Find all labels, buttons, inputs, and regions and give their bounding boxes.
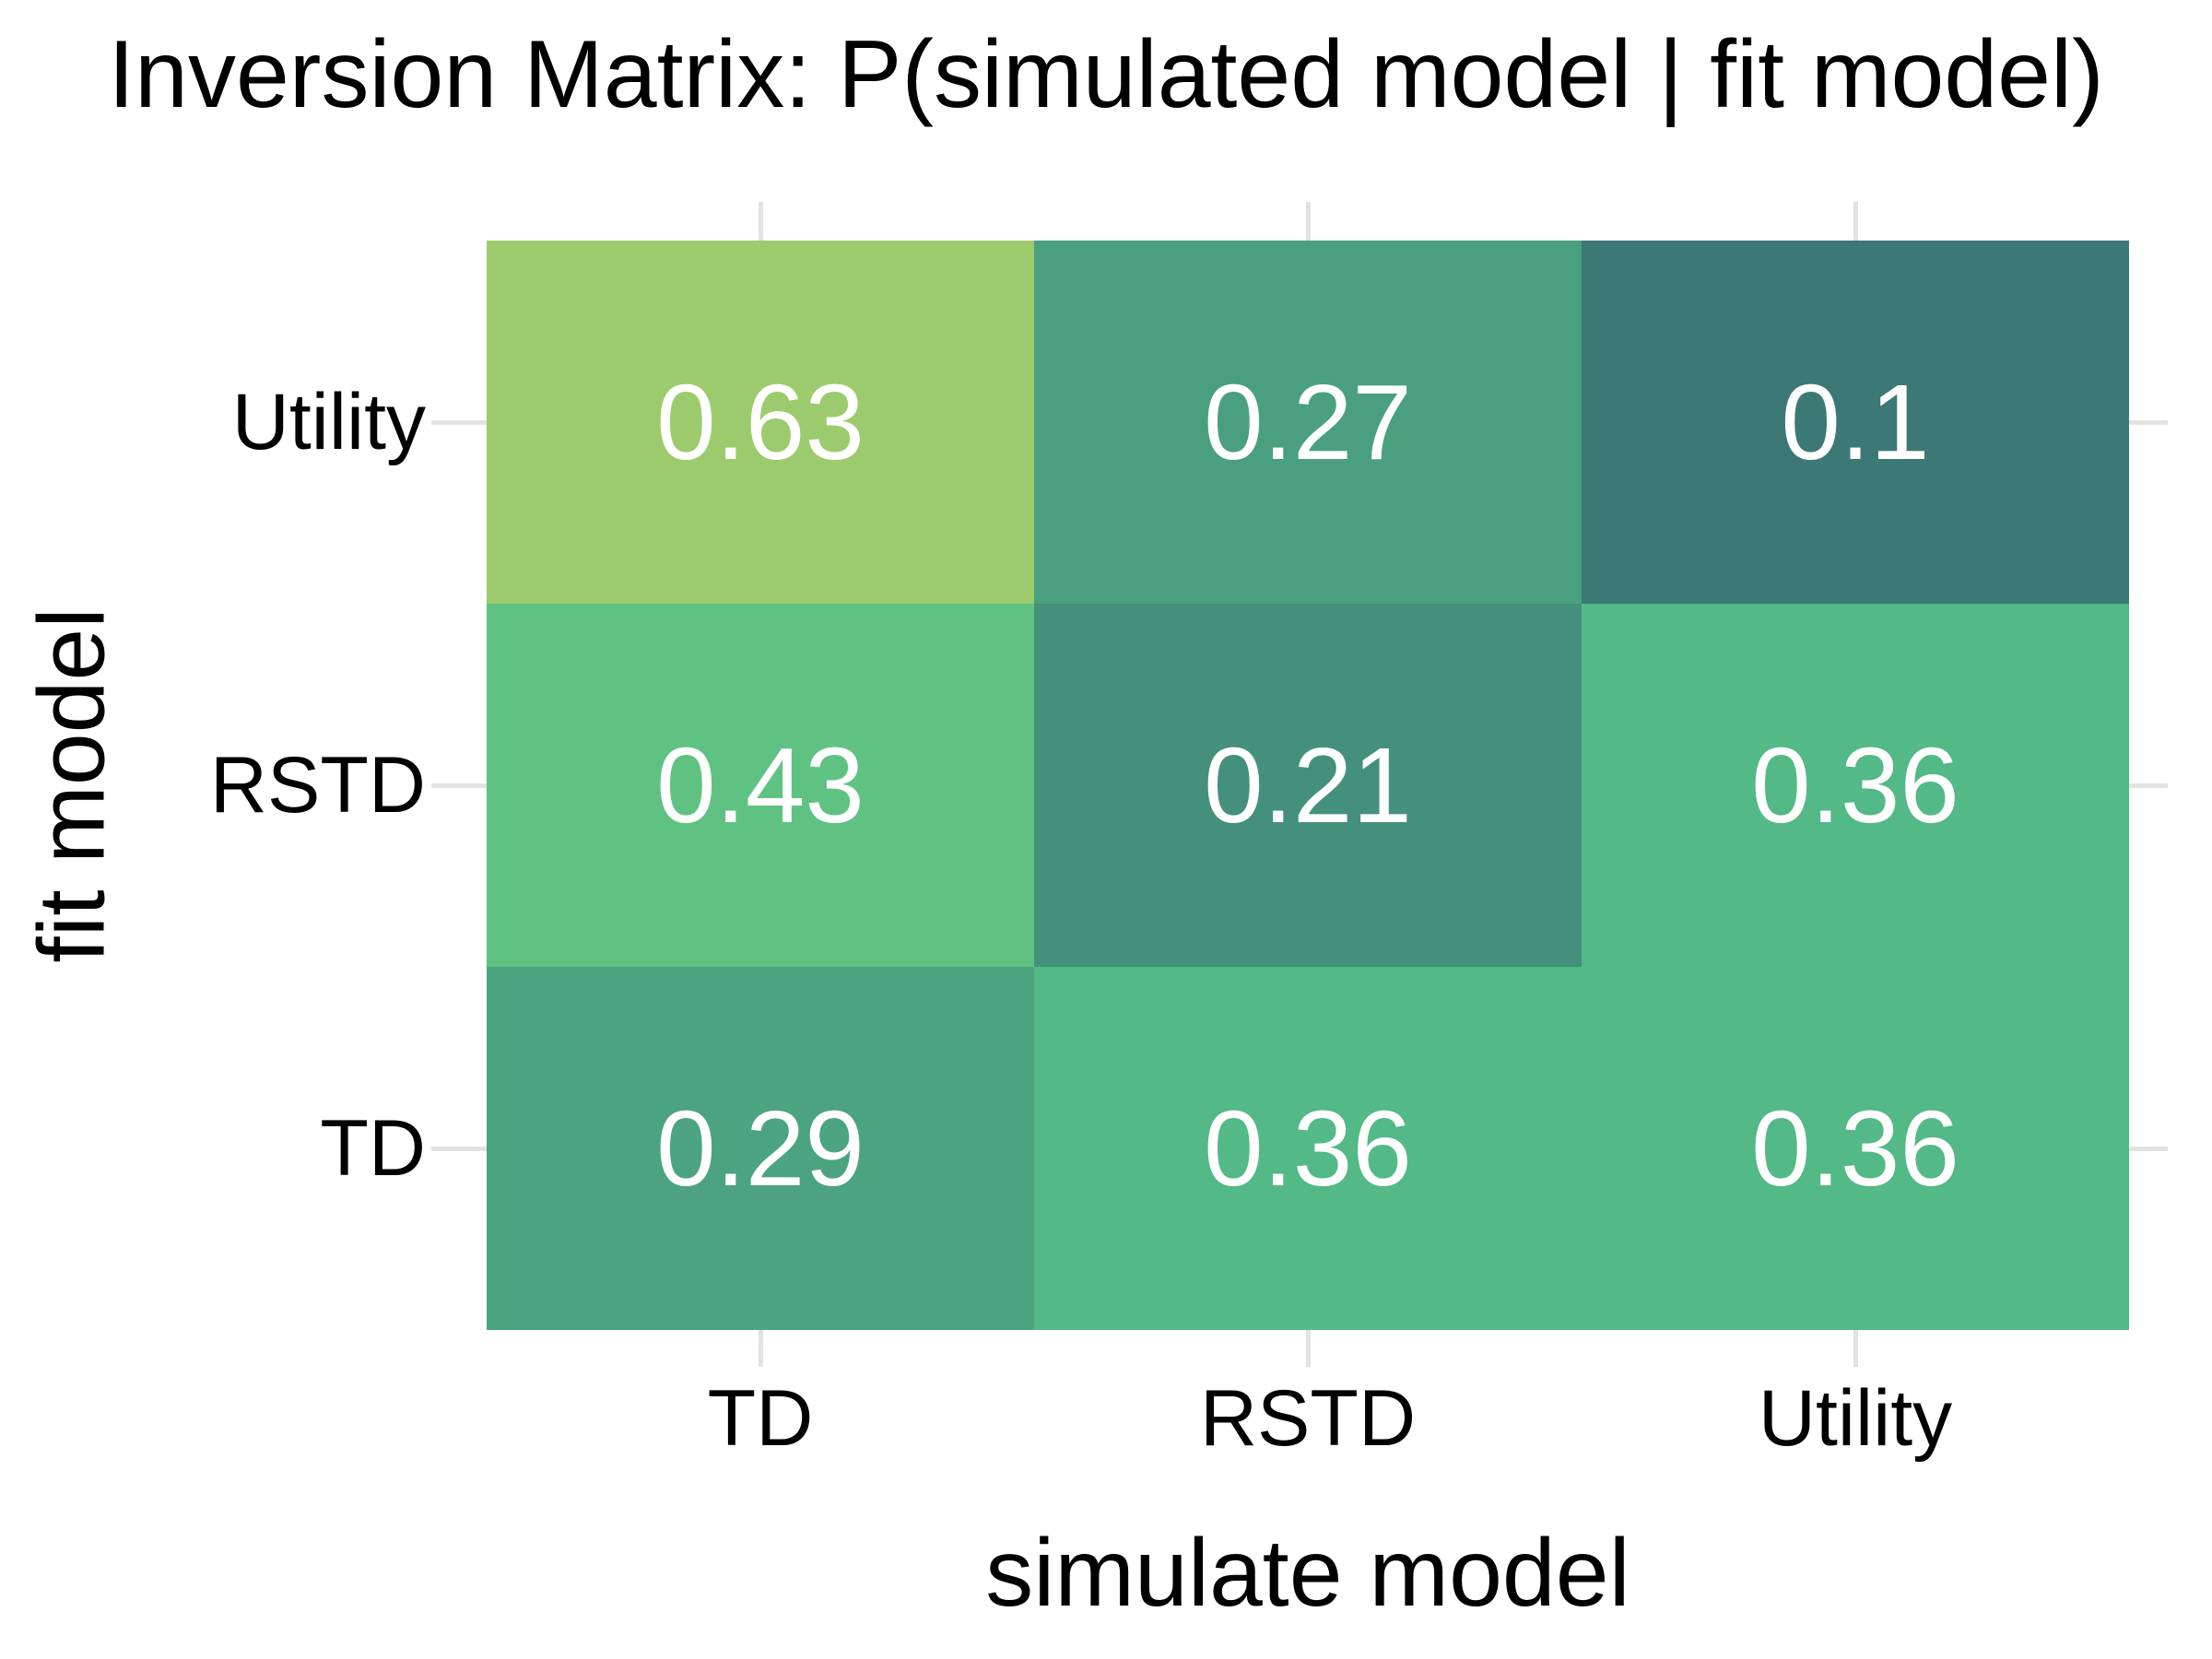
cell-value: 0.21 xyxy=(1204,725,1412,845)
gridline-stub xyxy=(2129,420,2168,425)
gridline-stub xyxy=(759,1330,763,1367)
gridline-stub xyxy=(2129,1147,2168,1151)
heatmap-cell: 0.1 xyxy=(1582,241,2129,604)
heatmap-cell: 0.63 xyxy=(487,241,1034,604)
heatmap-cell: 0.21 xyxy=(1034,604,1582,967)
y-tick-label-rstd: RSTD xyxy=(209,741,426,830)
gridline-stub xyxy=(1853,202,1858,241)
cell-value: 0.29 xyxy=(656,1088,865,1208)
gridline-stub xyxy=(2129,783,2168,788)
cell-value: 0.36 xyxy=(1751,1088,1959,1208)
gridline-stub xyxy=(1306,202,1311,241)
gridline-stub xyxy=(431,420,487,425)
x-tick-label-td: TD xyxy=(707,1374,814,1463)
cell-value: 0.43 xyxy=(656,725,865,845)
gridline-stub xyxy=(1306,1330,1311,1367)
cell-value: 0.36 xyxy=(1204,1088,1412,1208)
x-tick-label-rstd: RSTD xyxy=(1199,1374,1417,1463)
gridline-stub xyxy=(759,202,763,241)
gridline-stub xyxy=(431,1147,487,1151)
heatmap-cell: 0.36 xyxy=(1582,604,2129,967)
heatmap-cell: 0.36 xyxy=(1582,967,2129,1330)
cell-value: 0.1 xyxy=(1781,362,1930,482)
cell-value: 0.36 xyxy=(1751,725,1959,845)
gridline-stub xyxy=(431,783,487,788)
chart-title: Inversion Matrix: P(simulated model | fi… xyxy=(108,21,2104,128)
heatmap-cell: 0.27 xyxy=(1034,241,1582,604)
heatmap-cell: 0.36 xyxy=(1034,967,1582,1330)
x-tick-label-utility: Utility xyxy=(1758,1374,1953,1463)
gridline-stub xyxy=(1853,1330,1858,1367)
cell-value: 0.63 xyxy=(656,362,865,482)
y-tick-label-utility: Utility xyxy=(231,378,426,466)
y-tick-label-td: TD xyxy=(320,1104,426,1193)
heatmap-grid: 0.63 0.27 0.1 0.43 0.21 0.36 0.29 0.36 0… xyxy=(487,241,2129,1330)
cell-value: 0.27 xyxy=(1204,362,1412,482)
heatmap-cell: 0.43 xyxy=(487,604,1034,967)
x-axis-label: simulate model xyxy=(985,1520,1630,1627)
heatmap-cell: 0.29 xyxy=(487,967,1034,1330)
